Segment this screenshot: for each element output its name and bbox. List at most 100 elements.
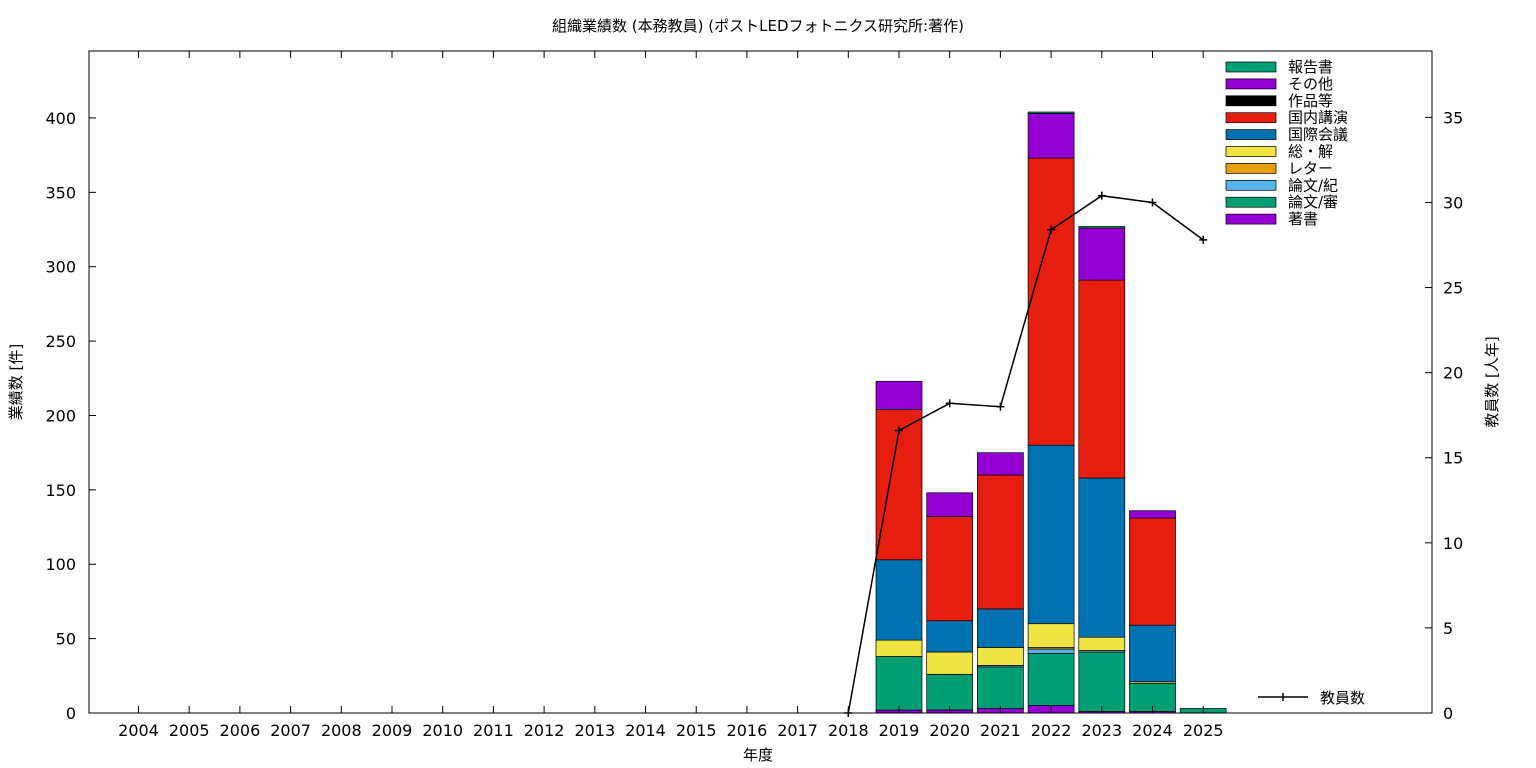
y2-tick-label: 25 <box>1443 279 1463 298</box>
legend-label: その他 <box>1288 75 1333 93</box>
line-point-2022 <box>1047 225 1056 234</box>
bar-2023-s5 <box>1078 477 1126 638</box>
y2-tick-label: 20 <box>1443 364 1463 383</box>
legend-label: 国際会議 <box>1288 126 1348 144</box>
x-tick-label: 2007 <box>270 721 311 740</box>
legend-entry: その他 <box>1225 75 1333 93</box>
bars-layer <box>875 111 1227 714</box>
y-tick-label: 150 <box>45 481 76 500</box>
x-tick-label: 2009 <box>372 721 413 740</box>
x-tick-label: 2006 <box>220 721 261 740</box>
x-tick-label: 2023 <box>1081 721 1122 740</box>
x-tick-label: 2013 <box>574 721 615 740</box>
y-tick-label: 350 <box>45 183 76 202</box>
bar-2020-s4 <box>926 651 974 675</box>
bar-2021-s4 <box>977 647 1024 666</box>
y-tick-label: 250 <box>45 332 76 351</box>
bar-2023-s6 <box>1078 279 1126 479</box>
y2-tick-label: 5 <box>1443 619 1453 638</box>
ticks-layer: 0501001502002503003504000510152025303520… <box>45 51 1463 740</box>
y-tick-label: 300 <box>45 258 76 277</box>
x-tick-label: 2015 <box>676 721 717 740</box>
legend-label: 著書 <box>1288 210 1318 228</box>
legend-entry: 国内講演 <box>1225 109 1348 127</box>
y-axis-label: 業績数 [件] <box>7 344 25 420</box>
bar-2021-s1 <box>977 666 1024 709</box>
y2-tick-label: 35 <box>1443 108 1463 127</box>
legend-entry: 報告書 <box>1225 58 1333 76</box>
legend-swatch <box>1225 163 1277 174</box>
bar-2019-s1 <box>875 656 923 711</box>
line-layer <box>844 191 1208 717</box>
bar-2020-s6 <box>926 516 974 622</box>
x-tick-label: 2004 <box>118 721 159 740</box>
line-point-2024 <box>1148 198 1157 207</box>
legend-swatch <box>1225 112 1277 124</box>
x-tick-label: 2018 <box>828 721 869 740</box>
x-tick-label: 2010 <box>422 721 463 740</box>
legend-label-line: 教員数 <box>1320 689 1365 707</box>
bar-2022-s6 <box>1027 157 1075 446</box>
legend-label: 総・解 <box>1288 143 1333 161</box>
bar-2021-s5 <box>977 608 1024 648</box>
x-tick-label: 2022 <box>1031 721 1072 740</box>
x-tick-label: 2017 <box>777 721 818 740</box>
bar-2023-s4 <box>1078 636 1126 651</box>
y-tick-label: 100 <box>45 555 76 574</box>
legend-entry: 論文/審 <box>1225 193 1338 211</box>
line-point-2025 <box>1199 235 1208 244</box>
y-tick-label: 400 <box>45 109 76 128</box>
bar-2020-s8 <box>926 492 974 517</box>
x-axis-label: 年度 <box>743 746 773 764</box>
bar-2022-s5 <box>1027 444 1075 625</box>
legend-entry: 論文/紀 <box>1225 176 1338 194</box>
bar-2019-s5 <box>875 559 923 641</box>
legend-entry: 国際会議 <box>1225 126 1348 144</box>
legend-label: レター <box>1288 159 1333 177</box>
bar-2021-s6 <box>977 474 1024 610</box>
legend-swatch <box>1225 95 1277 107</box>
line-point-2020 <box>945 399 954 408</box>
x-tick-label: 2024 <box>1132 721 1173 740</box>
legend-label: 論文/紀 <box>1288 176 1338 194</box>
bar-2019-s4 <box>875 639 923 657</box>
legend-swatch <box>1225 129 1277 140</box>
x-tick-label: 2019 <box>879 721 920 740</box>
legend-entry-line: 教員数 <box>1258 689 1365 707</box>
legend-swatch <box>1225 78 1277 90</box>
y-tick-label: 50 <box>56 630 76 649</box>
line-point-2023 <box>1097 191 1106 200</box>
legend-swatch <box>1225 61 1277 73</box>
x-tick-label: 2016 <box>727 721 768 740</box>
legend-entry: 作品等 <box>1225 92 1333 110</box>
x-tick-label: 2025 <box>1183 721 1224 740</box>
legend-label: 国内講演 <box>1288 109 1348 127</box>
line-point-2019 <box>895 426 903 435</box>
y2-tick-label: 30 <box>1443 193 1463 212</box>
y-tick-label: 200 <box>45 406 76 425</box>
bar-2023-s1 <box>1078 651 1126 712</box>
x-tick-label: 2020 <box>929 721 970 740</box>
legend-swatch <box>1225 213 1277 225</box>
bar-2022-s8 <box>1027 113 1075 159</box>
y2-tick-label: 15 <box>1443 449 1463 468</box>
x-tick-label: 2021 <box>980 721 1021 740</box>
bar-2021-s8 <box>977 452 1024 476</box>
legend-label: 論文/審 <box>1288 193 1338 211</box>
bar-2024-s8 <box>1129 510 1176 519</box>
y2-tick-label: 10 <box>1443 534 1463 553</box>
bar-2022-s4 <box>1027 623 1075 648</box>
bar-2022-s2 <box>1027 648 1075 654</box>
line-teachers <box>847 194 1204 714</box>
legend-swatch <box>1225 196 1277 208</box>
legend-label: 報告書 <box>1288 58 1333 76</box>
line-point-2018 <box>844 709 853 717</box>
bar-2022-s9 <box>1027 111 1075 114</box>
bar-2019-s8 <box>875 380 923 410</box>
legend-entry: レター <box>1225 159 1333 177</box>
y2-axis-label: 教員数 [人年] <box>1483 336 1501 427</box>
bar-2020-s1 <box>926 673 974 711</box>
legend-swatch <box>1225 179 1277 191</box>
bar-2024-s6 <box>1129 517 1176 626</box>
